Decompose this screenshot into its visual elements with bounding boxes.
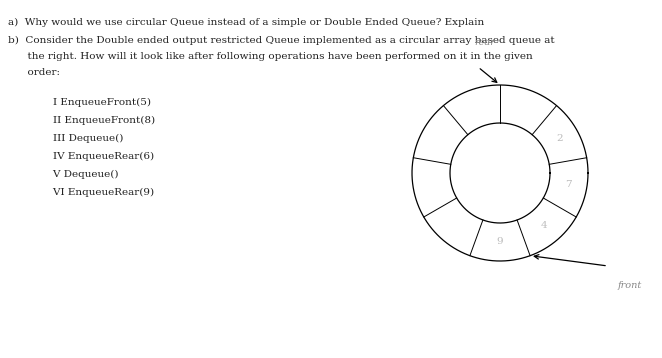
Text: IV EnqueueRear(6): IV EnqueueRear(6) bbox=[40, 152, 154, 161]
Text: order:: order: bbox=[8, 68, 60, 77]
Text: 4: 4 bbox=[541, 221, 547, 230]
Text: rear: rear bbox=[475, 38, 495, 47]
Text: 7: 7 bbox=[565, 180, 571, 189]
Text: 2: 2 bbox=[557, 134, 563, 143]
Text: the right. How will it look like after following operations have been performed : the right. How will it look like after f… bbox=[8, 52, 533, 61]
Text: VI EnqueueRear(9): VI EnqueueRear(9) bbox=[40, 188, 154, 197]
Text: I EnqueueFront(5): I EnqueueFront(5) bbox=[40, 98, 151, 107]
Text: III Dequeue(): III Dequeue() bbox=[40, 134, 123, 143]
Text: II EnqueueFront(8): II EnqueueFront(8) bbox=[40, 116, 155, 125]
Text: a)  Why would we use circular Queue instead of a simple or Double Ended Queue? E: a) Why would we use circular Queue inste… bbox=[8, 18, 484, 27]
Text: 9: 9 bbox=[496, 237, 503, 247]
Text: front: front bbox=[618, 281, 642, 290]
Text: b)  Consider the Double ended output restricted Queue implemented as a circular : b) Consider the Double ended output rest… bbox=[8, 36, 555, 45]
Text: V Dequeue(): V Dequeue() bbox=[40, 170, 118, 179]
